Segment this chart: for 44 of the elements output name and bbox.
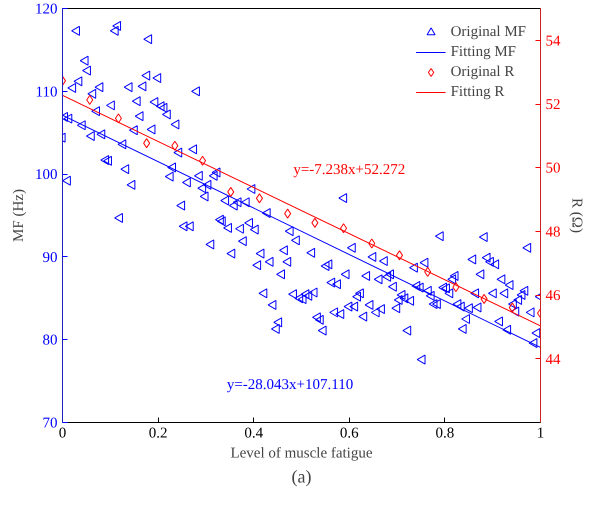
- point: [396, 250, 403, 260]
- x-tick-label: 0.4: [244, 426, 264, 442]
- x-tick-label: 0: [58, 426, 66, 442]
- y2-tick-label: 52: [546, 97, 560, 114]
- y2-tick-label: 54: [546, 33, 561, 50]
- y-tick-label: 80: [42, 332, 58, 349]
- y2-tick-label: 46: [546, 288, 561, 304]
- x-tick-label: 1: [536, 426, 544, 442]
- point: [480, 294, 488, 304]
- y2-tick-label: 48: [546, 224, 560, 240]
- y-tick-label: 100: [35, 167, 58, 184]
- point: [340, 223, 348, 234]
- annotation: y=-28.043x+107.110: [226, 377, 354, 394]
- y-tick-label: 90: [42, 250, 58, 266]
- annotation: y=-7.238x+52.272: [293, 162, 406, 178]
- legend-label: Original MF: [450, 24, 526, 40]
- point: [452, 282, 460, 292]
- y2-tick-label: 44: [546, 352, 561, 368]
- point: [227, 186, 234, 197]
- legend-label: Fitting MF: [450, 44, 516, 60]
- point: [199, 156, 206, 166]
- x-axis-title: Level of muscle fatigue: [230, 446, 373, 462]
- y2-axis-title: R (Ω): [568, 198, 584, 233]
- point: [284, 208, 292, 219]
- legend-label: Fitting R: [450, 84, 504, 100]
- point: [508, 302, 516, 313]
- point: [171, 140, 178, 151]
- x-tick-label: 0.8: [436, 426, 454, 442]
- point: [86, 94, 94, 105]
- y-axis-title: MF (Hz): [11, 189, 27, 242]
- x-tick-label: 0.2: [148, 426, 168, 442]
- point: [311, 218, 318, 228]
- point: [114, 113, 122, 124]
- point: [368, 238, 376, 249]
- y-tick-label: 70: [42, 416, 58, 432]
- y2-tick-label: 50: [546, 160, 560, 177]
- point: [424, 266, 432, 277]
- y-tick-label: 110: [36, 84, 58, 100]
- point: [256, 193, 263, 204]
- text: (a): [292, 466, 312, 486]
- legend-label: Original R: [450, 64, 514, 80]
- y-tick-label: 120: [35, 2, 58, 18]
- point: [143, 138, 150, 148]
- x-tick-label: 0.6: [340, 426, 360, 442]
